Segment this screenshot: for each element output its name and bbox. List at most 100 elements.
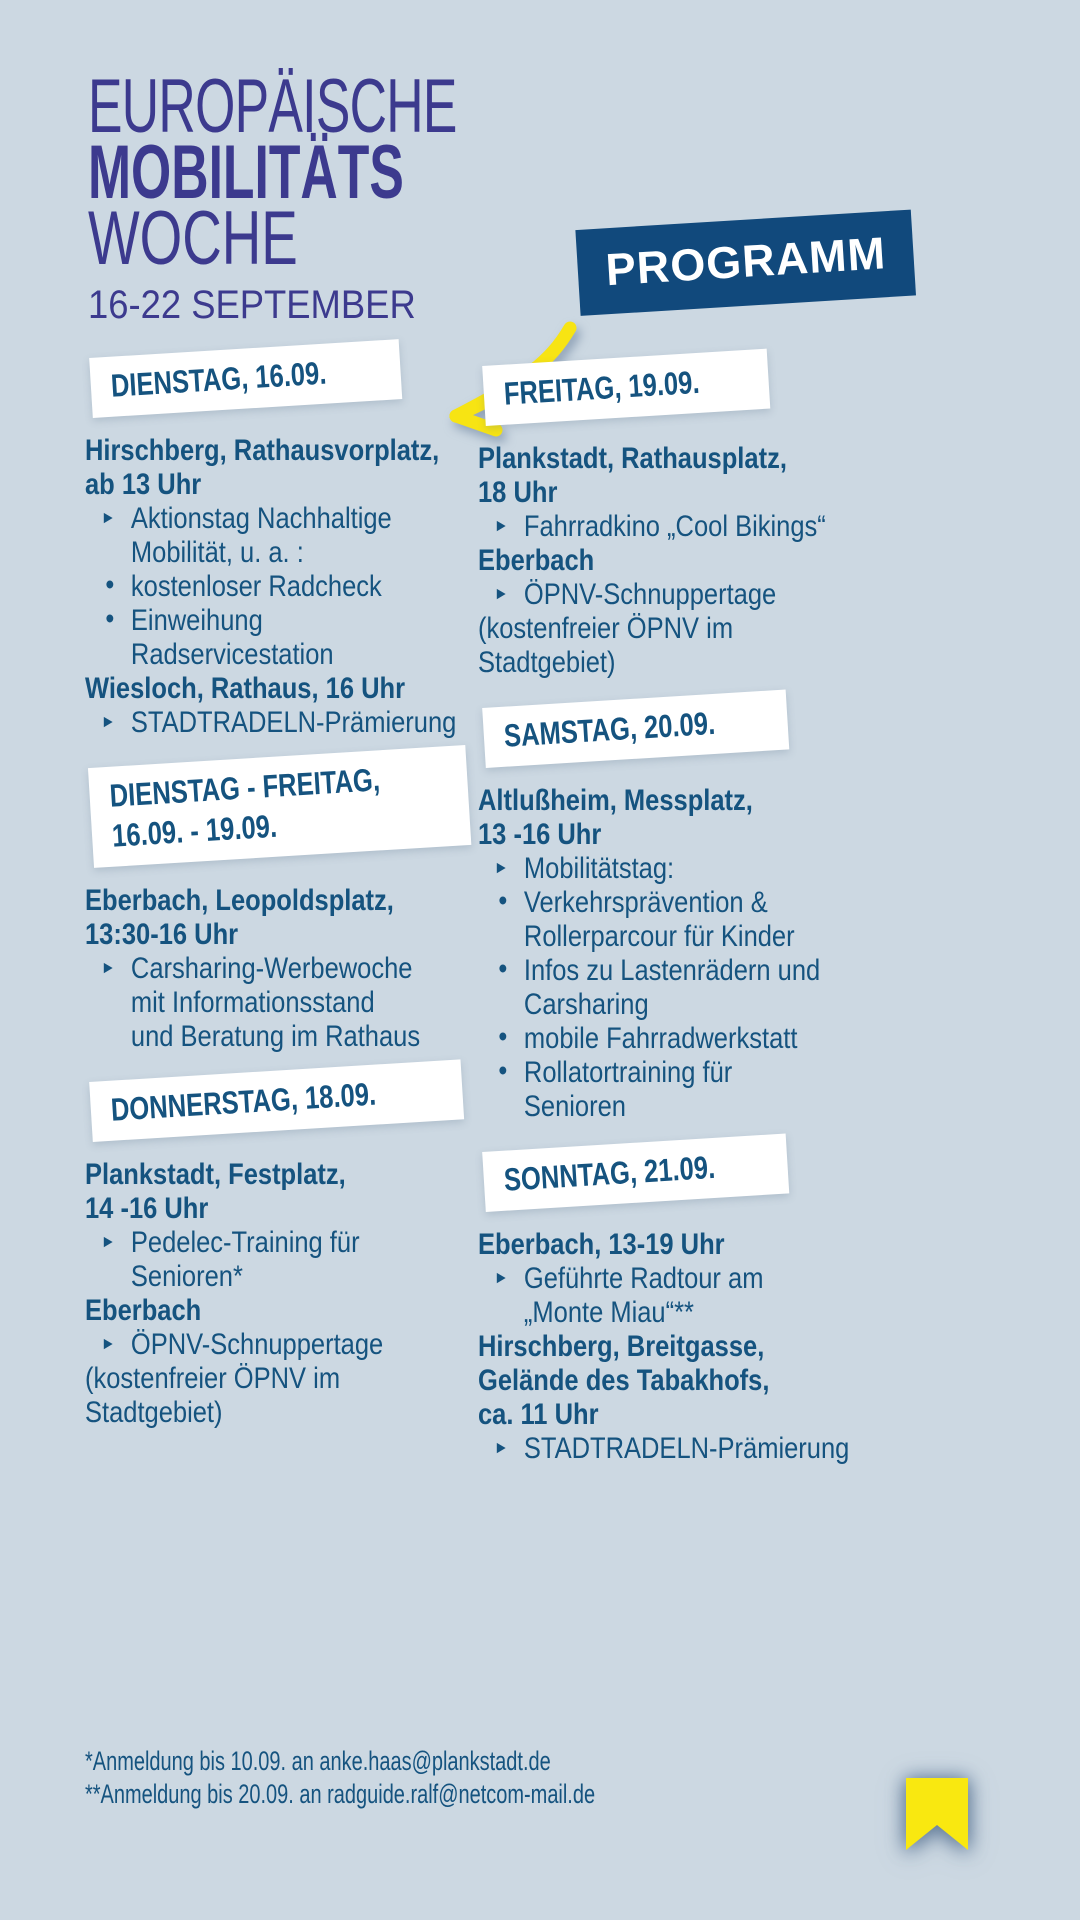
event-list: Eberbach, Leopoldsplatz, 13:30-16 Uhr ▸ Car…	[85, 884, 485, 1054]
event-line-text: Altlußheim, Messplatz,	[478, 784, 753, 817]
programm-banner-label: PROGRAMM	[604, 227, 888, 296]
dot-bullet-icon: •	[105, 602, 115, 636]
day-banner-label: DONNERSTAG, 18.09.	[109, 1075, 378, 1128]
event-line: ▸ Pedelec-Training für	[85, 1226, 425, 1260]
day-banner: DIENSTAG - FREITAG, 16.09. - 19.09.	[87, 744, 472, 868]
event-line: Rollerparcour für Kinder	[478, 920, 988, 954]
event-list: Altlußheim, Messplatz, 13 -16 Uhr ▸ Mobilit…	[478, 784, 1078, 1124]
event-line: ▸ ÖPNV-Schnuppertage	[85, 1328, 425, 1362]
event-line: 13:30-16 Uhr	[85, 918, 425, 952]
event-line: und Beratung im Rathaus	[85, 1020, 425, 1054]
triangle-bullet-icon: ▸	[496, 855, 506, 879]
event-line-text: Eberbach, 13-19 Uhr	[478, 1228, 725, 1261]
event-line: Plankstadt, Festplatz,	[85, 1158, 425, 1192]
event-line-text: Eberbach, Leopoldsplatz,	[85, 884, 394, 917]
event-line: Altlußheim, Messplatz,	[478, 784, 988, 818]
event-line: Eberbach, Leopoldsplatz,	[85, 884, 425, 918]
event-line-text: Plankstadt, Rathausplatz,	[478, 442, 787, 475]
event-line-text: Stadtgebiet)	[478, 646, 616, 679]
event-line: • Einweihung	[85, 602, 425, 638]
event-line-text: ab 13 Uhr	[85, 468, 202, 501]
event-line-text: 13:30-16 Uhr	[85, 918, 239, 951]
event-line-text: Senioren*	[130, 1260, 243, 1293]
date-range: 16-22 SEPTEMBER	[88, 283, 416, 327]
event-line: „Monte Miau“**	[478, 1296, 988, 1330]
event-line-text: Mobilitätstag:	[523, 852, 675, 885]
triangle-bullet-icon: ▸	[103, 1331, 113, 1355]
title-line-mobilitaets: MOBILITÄTS	[88, 130, 404, 215]
event-line: 18 Uhr	[478, 476, 988, 510]
day-banner-label: FREITAG, 19.09.	[502, 363, 701, 412]
triangle-bullet-icon: ▸	[496, 1265, 506, 1289]
event-line: ca. 11 Uhr	[478, 1398, 988, 1432]
event-list: Plankstadt, Festplatz, 14 -16 Uhr ▸ Pedelec…	[85, 1158, 485, 1430]
event-line-text: Hirschberg, Rathausvorplatz,	[85, 434, 440, 467]
event-line: Stadtgebiet)	[85, 1396, 425, 1430]
event-line-text: und Beratung im Rathaus	[130, 1020, 421, 1053]
program-column-left: DIENSTAG, 16.09. Hirschberg, Rathausvorpl…	[85, 339, 485, 1430]
event-line-text: Hirschberg, Breitgasse,	[478, 1330, 765, 1363]
event-line: 14 -16 Uhr	[85, 1192, 425, 1226]
triangle-bullet-icon: ▸	[496, 581, 506, 605]
event-section: SAMSTAG, 20.09. Altlußheim, Messplatz, 13 …	[478, 689, 1078, 1124]
event-line: ▸ STADTRADELN-Prämierung	[85, 706, 457, 740]
day-banner: DONNERSTAG, 18.09.	[89, 1059, 465, 1142]
event-line: Hirschberg, Rathausvorplatz,	[85, 434, 439, 468]
event-line: (kostenfreier ÖPNV im	[478, 612, 988, 646]
event-line-text: ÖPNV-Schnuppertage	[523, 578, 777, 611]
event-line-text: STADTRADELN-Prämierung	[130, 706, 457, 739]
event-line-text: Stadtgebiet)	[85, 1396, 223, 1429]
event-line: ab 13 Uhr	[85, 468, 425, 502]
event-line-text: 18 Uhr	[478, 476, 558, 509]
event-section: DONNERSTAG, 18.09. Plankstadt, Festplatz,…	[85, 1059, 485, 1430]
event-line: Eberbach	[478, 544, 988, 578]
event-line-text: Einweihung	[130, 604, 263, 637]
bookmark-icon	[906, 1778, 968, 1850]
day-banner: DIENSTAG, 16.09.	[89, 339, 402, 418]
event-line: Wiesloch, Rathaus, 16 Uhr	[85, 672, 425, 706]
event-line-text: Carsharing	[523, 988, 649, 1021]
day-banner: SAMSTAG, 20.09.	[482, 689, 790, 768]
triangle-bullet-icon: ▸	[103, 709, 113, 733]
dot-bullet-icon: •	[498, 952, 508, 986]
event-line: 13 -16 Uhr	[478, 818, 988, 852]
event-line: ▸ Geführte Radtour am	[478, 1262, 988, 1296]
event-line: • kostenloser Radcheck	[85, 569, 425, 604]
event-line: ▸ Fahrradkino „Cool Bikings“	[478, 510, 988, 544]
event-list: Eberbach, 13-19 Uhr ▸ Geführte Radtour am „…	[478, 1228, 1078, 1466]
event-line-text: ca. 11 Uhr	[478, 1398, 599, 1431]
event-line: Plankstadt, Rathausplatz,	[478, 442, 988, 476]
dot-bullet-icon: •	[498, 884, 508, 918]
event-line-text: Senioren	[523, 1090, 626, 1123]
title-line-woche: WOCHE	[88, 196, 298, 281]
event-line: Eberbach	[85, 1294, 425, 1328]
event-line-text: Gelände des Tabakhofs,	[478, 1364, 770, 1397]
event-line-text: Eberbach	[478, 544, 595, 577]
day-banner-label: SAMSTAG, 20.09.	[502, 704, 717, 754]
event-line-text: kostenloser Radcheck	[130, 570, 382, 603]
event-line-text: Pedelec-Training für	[130, 1226, 360, 1259]
event-line-text: STADTRADELN-Prämierung	[523, 1432, 850, 1465]
event-line: Senioren	[478, 1090, 988, 1124]
day-banner-label: SONNTAG, 21.09.	[502, 1148, 717, 1198]
footnote-registration-2: **Anmeldung bis 20.09. an radguide.ralf@…	[85, 1779, 596, 1809]
event-line: Gelände des Tabakhofs,	[478, 1364, 988, 1398]
event-line-text: mit Informationsstand	[130, 986, 375, 1019]
event-section: FREITAG, 19.09. Plankstadt, Rathausplatz,…	[478, 348, 1078, 680]
event-line: Carsharing	[478, 988, 988, 1022]
dot-bullet-icon: •	[498, 1054, 508, 1088]
event-line-text: Infos zu Lastenrädern und	[523, 954, 821, 987]
event-line-text: Verkehrsprävention &	[523, 886, 768, 919]
event-list: Hirschberg, Rathausvorplatz, ab 13 Uhr ▸ Ak…	[85, 434, 485, 740]
event-line: • Verkehrsprävention &	[478, 884, 988, 920]
event-line: Stadtgebiet)	[478, 646, 988, 680]
event-line-text: Mobilität, u. a. :	[130, 536, 304, 569]
event-line-text: Fahrradkino „Cool Bikings“	[523, 510, 826, 543]
day-banner-label: DIENSTAG, 16.09.	[109, 354, 328, 404]
event-line: ▸ Aktionstag Nachhaltige	[85, 502, 425, 536]
event-section: DIENSTAG, 16.09. Hirschberg, Rathausvorpl…	[85, 339, 485, 740]
event-line-text: 14 -16 Uhr	[85, 1192, 209, 1225]
triangle-bullet-icon: ▸	[103, 955, 113, 979]
event-line: • mobile Fahrradwerkstatt	[478, 1021, 988, 1056]
